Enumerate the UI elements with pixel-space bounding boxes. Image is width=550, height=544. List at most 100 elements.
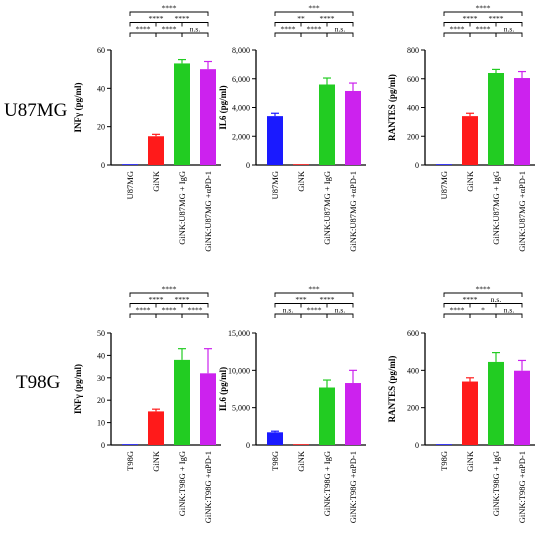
x-category-label: GiNK bbox=[151, 450, 161, 472]
significance-bracket bbox=[443, 313, 471, 318]
x-category-label: GiNK:T98G + IgG bbox=[322, 451, 332, 516]
significance-label: n.s. bbox=[504, 25, 515, 34]
y-tick-label: 20 bbox=[97, 396, 105, 405]
bar bbox=[200, 373, 216, 445]
bar bbox=[514, 78, 530, 165]
bar bbox=[293, 164, 309, 165]
bar bbox=[200, 69, 216, 165]
significance-bracket bbox=[155, 303, 209, 308]
significance-bracket bbox=[129, 32, 157, 37]
significance-label: n.s. bbox=[335, 25, 346, 34]
significance-bracket bbox=[155, 313, 183, 318]
bar bbox=[122, 164, 138, 165]
chart-3: 0 200 400 600 800 RANTES (pg/ml) U87MG GiNK GiNK… bbox=[387, 4, 535, 252]
y-tick-label: 10,000 bbox=[228, 366, 250, 375]
significance-bracket bbox=[155, 22, 209, 27]
significance-label: * bbox=[481, 306, 485, 315]
y-tick-label: 15,000 bbox=[228, 329, 250, 338]
significance-label: **** bbox=[476, 285, 491, 294]
significance-bracket bbox=[300, 313, 328, 318]
significance-bracket bbox=[129, 11, 209, 16]
significance-label: **** bbox=[307, 306, 322, 315]
significance-label: **** bbox=[162, 25, 177, 34]
significance-bracket bbox=[495, 32, 523, 37]
significance-label: n.s. bbox=[504, 306, 515, 315]
x-category-label: U87MG bbox=[125, 171, 135, 199]
significance-bracket bbox=[469, 22, 523, 27]
significance-label: **** bbox=[320, 295, 335, 304]
significance-label: **** bbox=[136, 306, 151, 315]
significance-bracket bbox=[300, 32, 328, 37]
bar bbox=[488, 361, 504, 445]
y-tick-label: 6,000 bbox=[232, 75, 250, 84]
y-tick-label: 40 bbox=[97, 351, 105, 360]
x-category-label: GiNK:U87MG +αPD-1 bbox=[348, 171, 358, 252]
x-category-label: GiNK:T98G +αPD-1 bbox=[348, 451, 358, 523]
y-tick-label: 400 bbox=[407, 104, 419, 113]
x-category-label: GiNK:U87MG + IgG bbox=[322, 171, 332, 245]
bar bbox=[488, 73, 504, 165]
significance-bracket bbox=[469, 313, 497, 318]
bar bbox=[514, 370, 530, 445]
chart-1: 0 20 40 60 INFγ (pg/ml) U87MG GiNK GiNK:U87MG +… bbox=[73, 4, 221, 252]
x-category-label: T98G bbox=[125, 451, 135, 471]
x-category-label: T98G bbox=[270, 451, 280, 471]
y-tick-label: 30 bbox=[97, 374, 105, 383]
y-tick-label: 5,000 bbox=[232, 404, 250, 413]
bar bbox=[319, 84, 335, 165]
bar bbox=[174, 63, 190, 165]
bar bbox=[345, 383, 361, 445]
x-category-label: U87MG bbox=[439, 171, 449, 199]
y-tick-label: 50 bbox=[97, 329, 105, 338]
significance-label: **** bbox=[320, 14, 335, 23]
significance-label: **** bbox=[450, 306, 465, 315]
significance-label: *** bbox=[295, 295, 307, 304]
y-tick-label: 0 bbox=[101, 441, 105, 450]
significance-label: **** bbox=[450, 25, 465, 34]
significance-bracket bbox=[300, 22, 354, 27]
significance-label: **** bbox=[175, 14, 190, 23]
y-tick-label: 0 bbox=[415, 161, 419, 170]
y-tick-label: 600 bbox=[407, 329, 419, 338]
row-label-t98g: T98G bbox=[16, 372, 61, 393]
significance-label: **** bbox=[162, 285, 177, 294]
significance-label: **** bbox=[463, 295, 478, 304]
bar bbox=[462, 116, 478, 165]
y-tick-label: 10 bbox=[97, 419, 105, 428]
bar bbox=[267, 116, 283, 165]
significance-bracket bbox=[129, 313, 157, 318]
significance-label: **** bbox=[307, 25, 322, 34]
y-tick-label: 600 bbox=[407, 75, 419, 84]
chart-2: 0 2,000 4,000 6,000 8,000 IL6 (pg/ml) U87MG GiN… bbox=[218, 4, 366, 252]
y-tick-label: 60 bbox=[97, 46, 105, 55]
significance-bracket bbox=[495, 313, 523, 318]
y-tick-label: 4,000 bbox=[232, 104, 250, 113]
significance-bracket bbox=[469, 32, 497, 37]
y-tick-label: 8,000 bbox=[232, 46, 250, 55]
significance-label: **** bbox=[188, 306, 203, 315]
bar bbox=[122, 444, 138, 445]
significance-bracket bbox=[181, 32, 209, 37]
y-tick-label: 0 bbox=[415, 441, 419, 450]
bar bbox=[293, 444, 309, 445]
x-category-label: GiNK bbox=[296, 170, 306, 192]
y-axis-label: INFγ (pg/ml) bbox=[73, 364, 83, 414]
bar bbox=[148, 136, 164, 165]
x-category-label: GiNK bbox=[465, 450, 475, 472]
bar bbox=[319, 387, 335, 445]
x-category-label: GiNK:U87MG +αPD-1 bbox=[517, 171, 527, 252]
bar bbox=[345, 90, 361, 165]
significance-bracket bbox=[155, 32, 183, 37]
x-category-label: GiNK bbox=[296, 450, 306, 472]
significance-label: n.s. bbox=[491, 295, 502, 304]
chart-4: 0 10 20 30 40 50 INFγ (pg/ml) T98G GiNK GiNK:T98G… bbox=[73, 285, 221, 523]
y-tick-label: 2,000 bbox=[232, 132, 250, 141]
x-category-label: GiNK:T98G +αPD-1 bbox=[203, 451, 213, 523]
chart-5: 0 5,000 10,000 15,000 IL6 (pg/ml) T98G GiNK GiN… bbox=[218, 285, 366, 523]
significance-bracket bbox=[300, 303, 354, 308]
significance-bracket bbox=[274, 292, 354, 297]
significance-label: n.s. bbox=[335, 306, 346, 315]
y-tick-label: 0 bbox=[246, 441, 250, 450]
significance-bracket bbox=[274, 11, 354, 16]
